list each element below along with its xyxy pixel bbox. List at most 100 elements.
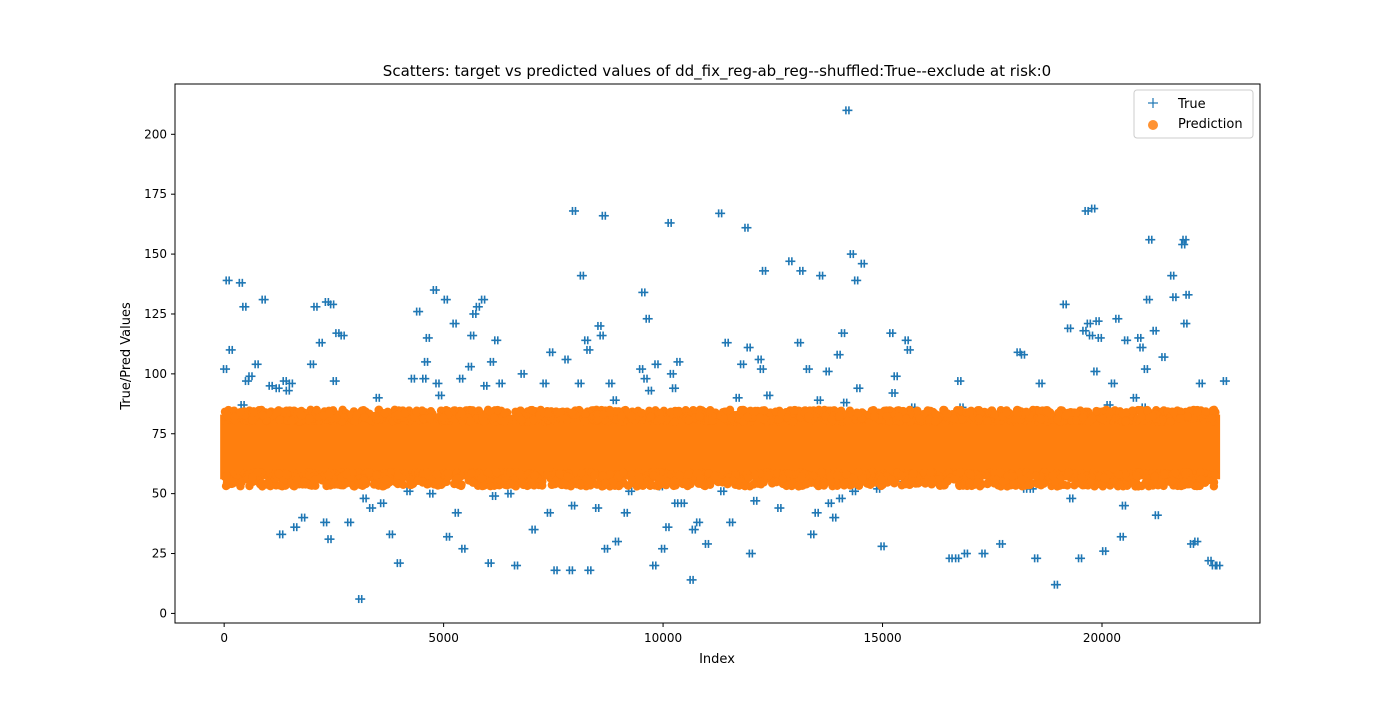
prediction-point: [249, 407, 258, 416]
prediction-point: [1121, 417, 1131, 426]
true-point: [996, 539, 1007, 548]
true-point: [701, 539, 712, 548]
prediction-point: [222, 471, 231, 481]
prediction-point: [566, 482, 576, 491]
true-point: [568, 206, 579, 215]
true-point: [421, 357, 432, 366]
true-point: [464, 362, 475, 371]
prediction-point: [598, 471, 608, 481]
prediction-point: [418, 477, 427, 486]
prediction-point: [1148, 412, 1158, 421]
prediction-point: [1071, 416, 1081, 425]
prediction-point: [681, 405, 690, 415]
prediction-point: [298, 480, 307, 489]
prediction-point: [634, 473, 644, 482]
prediction-point: [467, 469, 476, 478]
y-axis-ticks: 0 25 50 75 100 125 150 175 200: [144, 127, 175, 620]
prediction-point: [656, 414, 666, 424]
true-point: [1121, 336, 1132, 345]
prediction-point: [793, 481, 803, 490]
true-point: [422, 333, 433, 342]
true-point: [1090, 367, 1101, 376]
true-point: [495, 379, 506, 388]
true-point: [324, 535, 335, 544]
true-point: [954, 377, 965, 386]
prediction-point: [1209, 482, 1219, 491]
prediction-point: [350, 416, 359, 426]
true-point: [449, 319, 460, 328]
prediction-point: [466, 416, 475, 426]
true-point: [320, 518, 331, 527]
prediction-point: [894, 412, 903, 421]
true-point: [484, 559, 495, 568]
prediction-point: [457, 409, 467, 418]
prediction-point: [990, 479, 999, 488]
prediction-point: [1197, 474, 1206, 484]
true-point: [543, 508, 554, 517]
true-point: [763, 391, 774, 400]
prediction-point: [580, 416, 590, 426]
true-point: [1178, 240, 1189, 249]
true-point: [546, 348, 557, 357]
prediction-point: [840, 479, 849, 489]
prediction-point: [627, 411, 636, 421]
true-point: [1066, 494, 1077, 503]
prediction-point: [670, 417, 680, 426]
prediction-point: [506, 480, 515, 489]
y-axis-label: True/Pred Values: [119, 302, 134, 411]
true-point: [611, 537, 622, 546]
x-tick-label: 10000: [644, 631, 682, 645]
prediction-point: [485, 407, 495, 416]
prediction-point: [380, 408, 389, 418]
prediction-point: [515, 469, 524, 478]
prediction-point: [443, 469, 453, 478]
prediction-point: [662, 476, 671, 486]
prediction-point: [580, 410, 590, 419]
true-point: [511, 561, 522, 570]
true-point: [478, 295, 489, 304]
true-point: [276, 530, 287, 539]
prediction-point: [365, 468, 374, 478]
true-point: [877, 542, 888, 551]
true-point: [1017, 350, 1028, 359]
prediction-point: [983, 417, 992, 426]
prediction-point: [281, 469, 291, 479]
prediction-point: [842, 470, 851, 479]
true-point: [491, 336, 502, 345]
prediction-point: [788, 417, 798, 426]
true-point: [1112, 314, 1123, 323]
true-point: [504, 489, 515, 498]
true-point: [785, 257, 796, 266]
prediction-point: [434, 476, 443, 486]
prediction-point: [324, 409, 334, 418]
prediction-point: [1022, 407, 1031, 417]
prediction-point: [275, 415, 284, 425]
prediction-point: [1143, 405, 1152, 415]
true-point: [568, 501, 579, 510]
true-point: [517, 369, 528, 378]
prediction-point: [222, 410, 232, 420]
prediction-point: [853, 409, 863, 419]
true-point: [1179, 235, 1190, 244]
prediction-point: [1166, 416, 1175, 426]
prediction-point: [264, 479, 273, 488]
true-point: [745, 549, 756, 558]
true-point: [440, 295, 451, 304]
true-point: [426, 489, 437, 498]
true-point: [688, 525, 699, 534]
true-point: [377, 499, 388, 508]
true-point: [413, 307, 424, 316]
prediction-point: [248, 472, 257, 482]
prediction-point: [887, 475, 896, 484]
prediction-point: [1063, 481, 1072, 490]
prediction-point: [897, 471, 906, 481]
true-point: [489, 492, 500, 501]
prediction-point: [704, 479, 713, 488]
true-point: [721, 338, 732, 347]
prediction-point: [744, 473, 753, 483]
prediction-point: [559, 478, 568, 488]
true-point: [1064, 324, 1075, 333]
true-point: [1169, 293, 1180, 302]
prediction-point: [854, 468, 863, 477]
